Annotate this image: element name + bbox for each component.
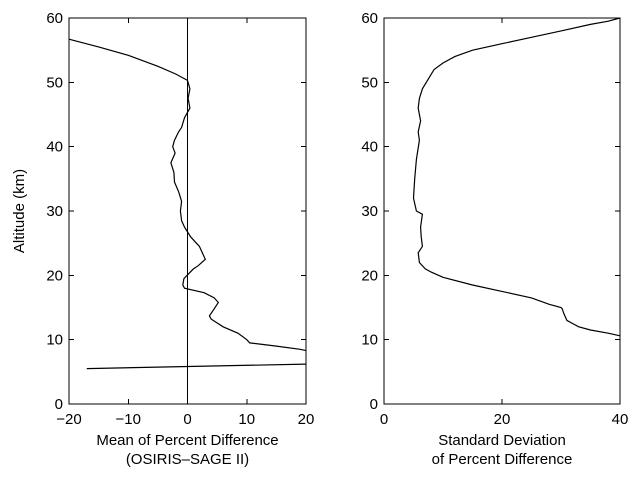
x-tick-label: 10 [238,411,255,428]
series-line-0 [68,38,307,352]
x-axis-label: Mean of Percent Difference [96,432,278,449]
mean-difference-panel: −20 −10 0 10 20 0 10 20 30 40 50 60 Mean of Percent … [11,10,314,468]
x-axis-label: (OSIRIS–SAGE II) [126,451,249,468]
x-tick-label: 0 [183,411,191,428]
y-tick-label: 50 [361,74,378,91]
x-tick-label: −20 [56,411,81,428]
series-line-0 [412,17,621,337]
y-tick-label: 10 [361,332,378,349]
x-axis-label: of Percent Difference [432,451,573,468]
x-tick-label: 40 [612,411,629,428]
y-tick-label: 50 [46,74,63,91]
y-tick-label: 30 [361,203,378,220]
x-tick-label: 20 [298,411,315,428]
x-tick-label: 0 [380,411,388,428]
y-tick-label: 40 [361,139,378,156]
x-tick-label: 20 [494,411,511,428]
y-tick-label: 0 [55,396,63,413]
series-line-1 [86,363,307,370]
y-tick-label: 0 [370,396,378,413]
y-tick-label: 20 [46,267,63,284]
x-axis-label: Standard Deviation [438,432,566,449]
y-axis-label: Altitude (km) [11,169,28,253]
y-tick-label: 40 [46,139,63,156]
standard-deviation-panel: 0 20 40 0 10 20 30 40 50 60 Standard Deviation of P… [361,10,628,468]
x-tick-label: −10 [116,411,141,428]
plot-frame [383,17,621,405]
y-tick-label: 10 [46,332,63,349]
y-tick-label: 30 [46,203,63,220]
y-tick-label: 60 [46,10,63,27]
y-tick-label: 20 [361,267,378,284]
y-tick-label: 60 [361,10,378,27]
